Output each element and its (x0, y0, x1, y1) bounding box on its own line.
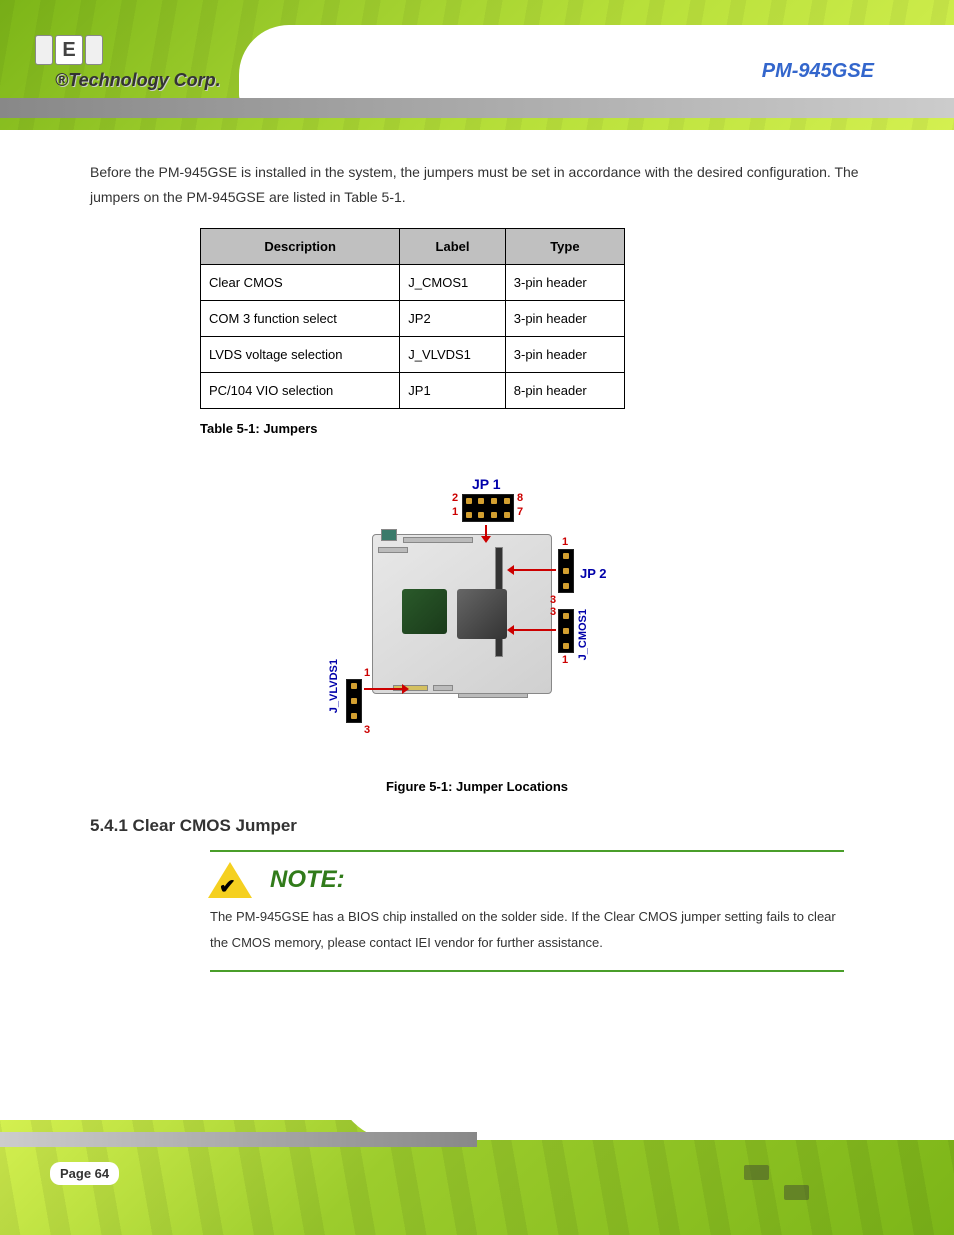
chip-green (402, 589, 447, 634)
cell-type: 3-pin header (505, 301, 624, 337)
logo-blocks: E (35, 35, 103, 65)
table-row: LVDS voltage selection J_VLVDS1 3-pin he… (201, 337, 625, 373)
board-figure: JP 1 2 1 8 7 1 (332, 454, 622, 764)
pin (466, 512, 472, 518)
col-header-description: Description (201, 229, 400, 265)
cell-type: 8-pin header (505, 373, 624, 409)
pin (504, 498, 510, 504)
pin (351, 713, 357, 719)
label-jp2: JP 2 (580, 566, 607, 581)
pin (491, 512, 497, 518)
pin-num: 7 (517, 506, 523, 518)
cell-label: J_CMOS1 (400, 265, 505, 301)
arrow (512, 629, 556, 631)
section-heading: 5.4.1 Clear CMOS Jumper (90, 816, 864, 836)
jumper-jvlvds (346, 679, 362, 723)
pin (563, 613, 569, 619)
table-header-row: Description Label Type (201, 229, 625, 265)
pin (563, 643, 569, 649)
section-number: 5.4.1 (90, 816, 128, 835)
jumper-jcmos (558, 609, 574, 653)
note-title: NOTE: (270, 866, 844, 894)
pin-num: 1 (452, 506, 458, 518)
col-header-type: Type (505, 229, 624, 265)
connector (433, 685, 453, 691)
pin (466, 498, 472, 504)
checkmark-icon: ✔ (219, 874, 236, 899)
cell-desc: Clear CMOS (201, 265, 400, 301)
jumper-jp2 (558, 549, 574, 593)
chip-dark (457, 589, 507, 639)
intro-paragraph: Before the PM-945GSE is installed in the… (90, 160, 864, 210)
figure-caption: Figure 5-1: Jumper Locations (90, 779, 864, 794)
page-content: Before the PM-945GSE is installed in the… (0, 130, 954, 972)
arrow (512, 569, 556, 571)
page-number: Page 64 (50, 1162, 119, 1185)
pin (563, 583, 569, 589)
page-header: E ®Technology Corp. PM-945GSE (0, 0, 954, 130)
pin (563, 568, 569, 574)
pin (478, 498, 484, 504)
pin (478, 512, 484, 518)
footer-decoration (724, 1155, 924, 1215)
footer-gray-band (0, 1132, 477, 1147)
connector (378, 547, 408, 553)
logo-block-e: E (55, 35, 83, 65)
table-row: COM 3 function select JP2 3-pin header (201, 301, 625, 337)
cell-desc: COM 3 function select (201, 301, 400, 337)
connector (458, 693, 528, 698)
pin (351, 683, 357, 689)
label-jvlvds: J_VLVDS1 (328, 659, 340, 713)
pin (563, 553, 569, 559)
logo-subtext: ®Technology Corp. (55, 70, 221, 91)
pin (563, 628, 569, 634)
arrow-head (507, 565, 514, 575)
col-header-label: Label (400, 229, 505, 265)
cell-type: 3-pin header (505, 337, 624, 373)
figure-container: JP 1 2 1 8 7 1 (90, 454, 864, 794)
pin-num: 1 (364, 667, 370, 679)
note-text: The PM-945GSE has a BIOS chip installed … (210, 904, 844, 956)
product-name: PM-945GSE (762, 60, 874, 83)
connector (403, 537, 473, 543)
jumper-table: Description Label Type Clear CMOS J_CMOS… (200, 228, 625, 409)
pin (351, 698, 357, 704)
pin-num: 3 (550, 594, 556, 606)
table-row: PC/104 VIO selection JP1 8-pin header (201, 373, 625, 409)
pin-num: 3 (364, 724, 370, 736)
section-title: Clear CMOS Jumper (133, 816, 297, 835)
pin-num: 1 (562, 654, 568, 666)
page-footer: Page 64 (0, 1120, 954, 1235)
cell-label: J_VLVDS1 (400, 337, 505, 373)
cell-label: JP1 (400, 373, 505, 409)
pin-num: 3 (550, 606, 556, 618)
cell-desc: LVDS voltage selection (201, 337, 400, 373)
label-jp1: JP 1 (472, 476, 501, 492)
pin-num: 2 (452, 492, 458, 504)
pin (491, 498, 497, 504)
label-jcmos: J_CMOS1 (577, 609, 589, 660)
table-caption: Table 5-1: Jumpers (200, 421, 864, 436)
arrow-head (507, 625, 514, 635)
logo: E (35, 35, 103, 65)
cell-desc: PC/104 VIO selection (201, 373, 400, 409)
logo-block-i (35, 35, 53, 65)
pin-num: 8 (517, 492, 523, 504)
cell-label: JP2 (400, 301, 505, 337)
arrow-head (402, 684, 409, 694)
pin (504, 512, 510, 518)
table-row: Clear CMOS J_CMOS1 3-pin header (201, 265, 625, 301)
pin-num: 1 (562, 536, 568, 548)
header-gray-band (0, 98, 954, 118)
cell-type: 3-pin header (505, 265, 624, 301)
logo-block-i2 (85, 35, 103, 65)
note-block: ✔ NOTE: The PM-945GSE has a BIOS chip in… (210, 850, 844, 972)
jumper-jp1 (462, 494, 514, 522)
arrow-head (481, 536, 491, 543)
arrow (364, 688, 404, 690)
connector (381, 529, 397, 541)
